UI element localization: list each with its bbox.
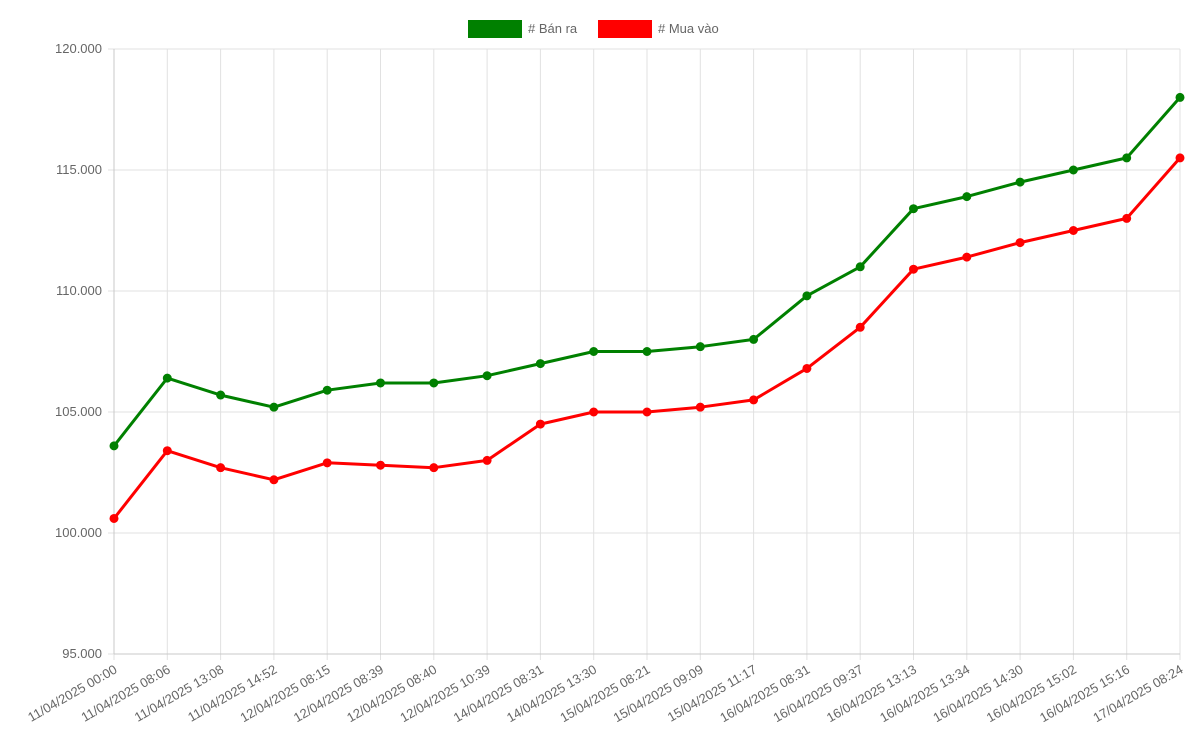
data-point-mua-vao[interactable] [802, 363, 812, 373]
data-point-mua-vao[interactable] [216, 463, 226, 473]
x-tick-label: 15/04/2025 09:09 [611, 662, 706, 726]
x-tick-label: 11/04/2025 14:52 [185, 662, 279, 725]
data-point-ban-ra[interactable] [269, 402, 279, 412]
legend-item-mua-vao[interactable]: # Mua vào [598, 20, 719, 38]
y-tick-label: 110.000 [56, 283, 102, 298]
y-tick-label: 95.000 [62, 646, 102, 661]
data-point-mua-vao[interactable] [376, 460, 385, 470]
x-tick-label: 16/04/2025 13:34 [877, 662, 972, 726]
series [109, 92, 1185, 523]
data-point-ban-ra[interactable] [695, 342, 705, 352]
x-tick-label: 15/04/2025 08:21 [557, 662, 652, 726]
legend-swatch-mua-vao [598, 20, 652, 38]
legend-label-ban-ra: # Bán ra [528, 21, 578, 36]
data-point-ban-ra[interactable] [642, 347, 652, 356]
data-point-mua-vao[interactable] [429, 463, 439, 473]
data-point-ban-ra[interactable] [909, 204, 918, 214]
data-point-ban-ra[interactable] [162, 373, 172, 383]
data-point-ban-ra[interactable] [216, 390, 226, 400]
data-point-ban-ra[interactable] [376, 378, 385, 388]
data-point-mua-vao[interactable] [962, 252, 972, 262]
data-point-ban-ra[interactable] [1015, 177, 1025, 187]
data-point-mua-vao[interactable] [642, 407, 652, 417]
x-tick-label: 12/04/2025 10:39 [397, 662, 492, 726]
x-tick-label: 12/04/2025 08:15 [238, 662, 333, 726]
y-tick-label: 120.000 [55, 41, 102, 56]
data-point-ban-ra[interactable] [589, 347, 599, 356]
x-tick-label: 12/04/2025 08:39 [291, 662, 386, 726]
x-tick-label: 16/04/2025 13:13 [824, 662, 919, 726]
x-tick-label: 14/04/2025 13:30 [504, 662, 599, 726]
data-point-mua-vao[interactable] [855, 322, 865, 332]
x-tick-label: 16/04/2025 15:02 [984, 662, 1079, 726]
data-point-mua-vao[interactable] [589, 407, 599, 417]
x-tick-label: 15/04/2025 11:17 [665, 662, 759, 725]
data-point-mua-vao[interactable] [162, 446, 172, 456]
data-point-ban-ra[interactable] [1068, 165, 1078, 175]
data-point-ban-ra[interactable] [1175, 92, 1185, 102]
legend-swatch-ban-ra [468, 20, 522, 38]
y-axis-ticks: 95.000 100.000 105.000 110.000 115.000 120.00… [55, 41, 102, 661]
data-point-mua-vao[interactable] [1122, 213, 1132, 223]
data-point-ban-ra[interactable] [802, 291, 812, 301]
data-point-mua-vao[interactable] [695, 402, 705, 412]
data-point-ban-ra[interactable] [322, 385, 332, 395]
data-point-mua-vao[interactable] [535, 419, 545, 429]
data-point-mua-vao[interactable] [269, 475, 279, 485]
data-point-ban-ra[interactable] [429, 378, 439, 388]
series-ban-ra [109, 92, 1185, 451]
x-tick-label: 16/04/2025 08:31 [717, 662, 812, 726]
x-tick-label: 16/04/2025 15:16 [1037, 662, 1132, 726]
data-point-mua-vao[interactable] [909, 264, 918, 274]
series-mua-vao [109, 153, 1185, 523]
data-point-ban-ra[interactable] [109, 441, 119, 451]
x-tick-label: 12/04/2025 08:40 [344, 662, 439, 726]
data-point-mua-vao[interactable] [749, 395, 759, 405]
legend-label-mua-vao: # Mua vào [658, 21, 719, 36]
data-point-ban-ra[interactable] [1122, 153, 1132, 163]
data-point-ban-ra[interactable] [535, 359, 545, 369]
grid [108, 48, 1181, 660]
data-point-mua-vao[interactable] [482, 455, 492, 465]
data-point-mua-vao[interactable] [1015, 238, 1025, 248]
x-tick-label: 11/04/2025 00:00 [25, 662, 119, 725]
data-point-ban-ra[interactable] [482, 371, 492, 381]
data-point-mua-vao[interactable] [322, 458, 332, 468]
legend: # Bán ra # Mua vào [468, 20, 719, 38]
data-point-ban-ra[interactable] [855, 262, 865, 272]
data-point-mua-vao[interactable] [1068, 226, 1078, 235]
data-point-ban-ra[interactable] [749, 334, 759, 344]
legend-item-ban-ra[interactable]: # Bán ra [468, 20, 578, 38]
y-tick-label: 105.000 [55, 404, 102, 419]
data-point-mua-vao[interactable] [109, 513, 119, 523]
x-tick-label: 17/04/2025 08:24 [1090, 662, 1185, 726]
x-tick-label: 16/04/2025 14:30 [930, 662, 1025, 726]
x-tick-label: 14/04/2025 08:31 [451, 662, 546, 726]
x-tick-label: 11/04/2025 08:06 [78, 662, 172, 725]
y-tick-label: 100.000 [55, 525, 102, 540]
x-tick-label: 16/04/2025 09:37 [771, 662, 866, 726]
data-point-mua-vao[interactable] [1175, 153, 1185, 163]
y-tick-label: 115.000 [56, 162, 102, 177]
x-tick-label: 11/04/2025 13:08 [132, 662, 226, 725]
data-point-ban-ra[interactable] [962, 192, 972, 202]
